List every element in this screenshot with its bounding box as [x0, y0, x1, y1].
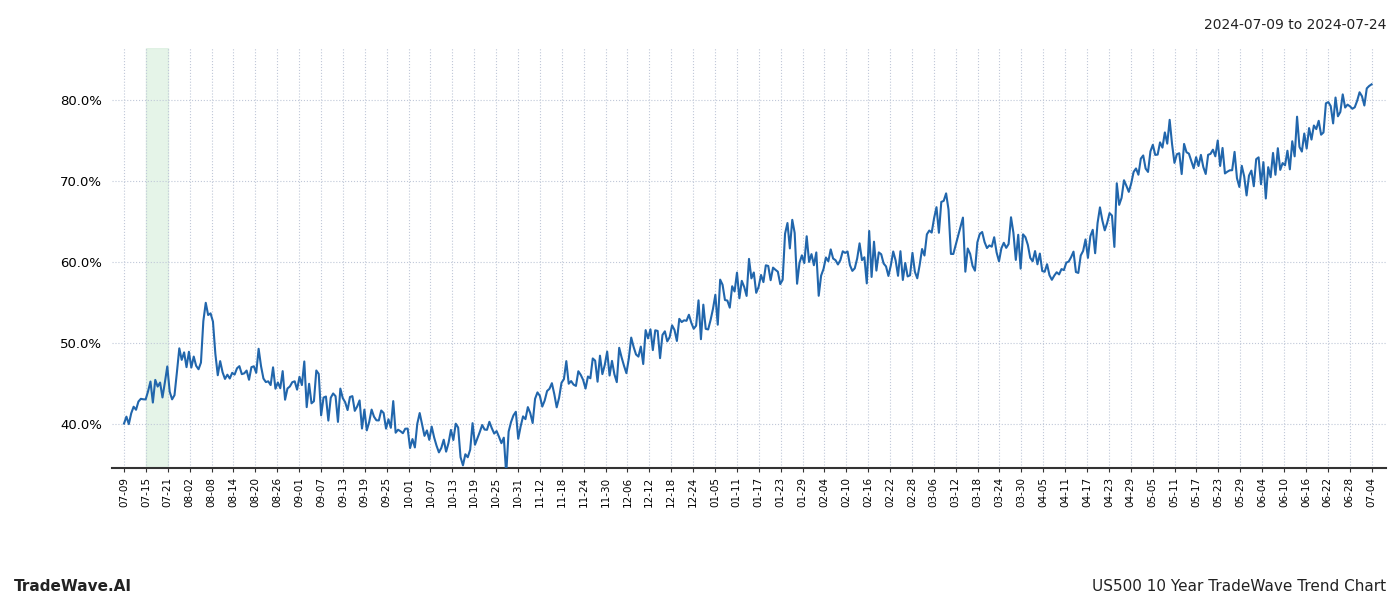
Text: TradeWave.AI: TradeWave.AI — [14, 579, 132, 594]
Text: 2024-07-09 to 2024-07-24: 2024-07-09 to 2024-07-24 — [1204, 18, 1386, 32]
Bar — [146, 48, 168, 468]
Text: US500 10 Year TradeWave Trend Chart: US500 10 Year TradeWave Trend Chart — [1092, 579, 1386, 594]
